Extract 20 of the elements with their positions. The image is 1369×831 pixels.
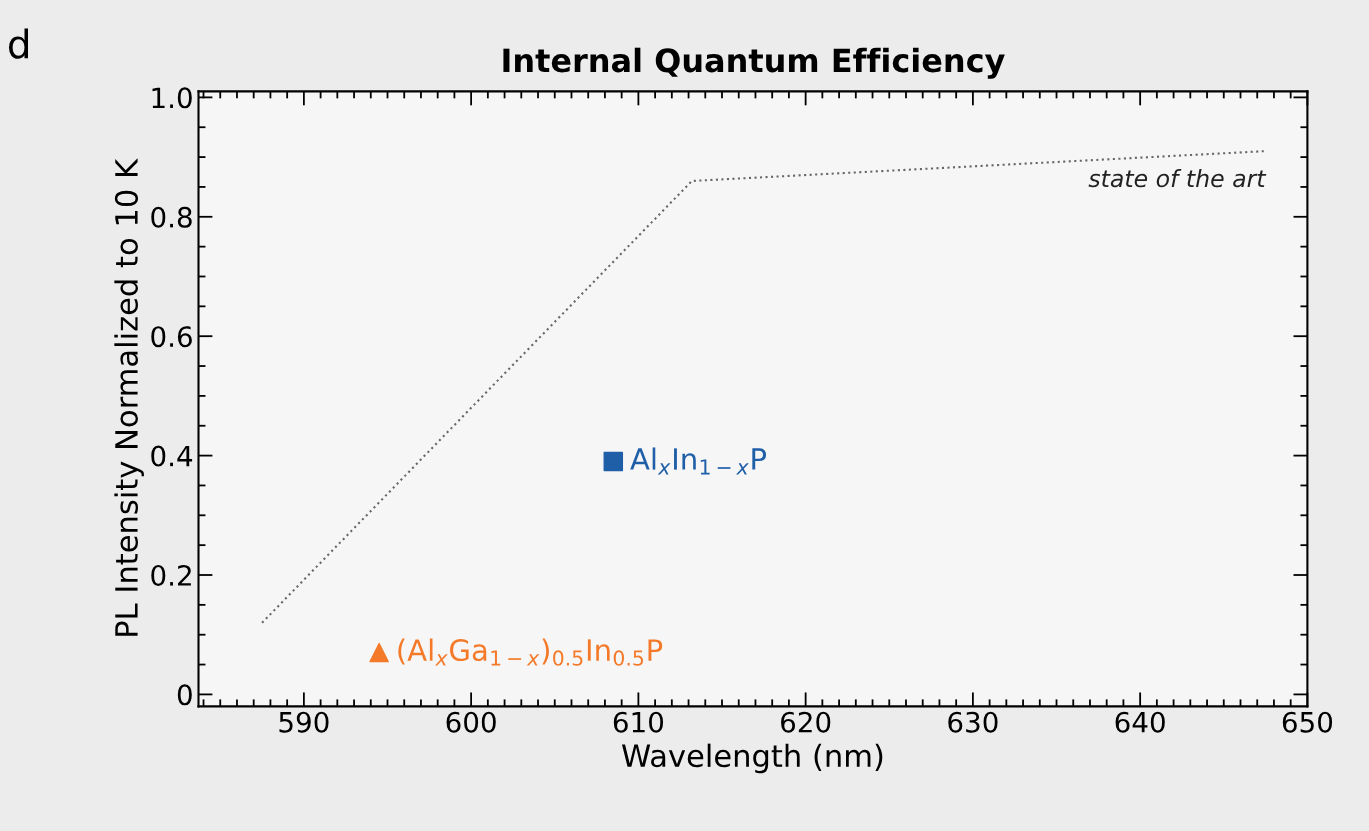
x-tick-label: 620: [781, 711, 831, 733]
x-tick-label: 590: [279, 711, 329, 733]
x-axis-title: Wavelength (nm): [621, 743, 883, 774]
x-tick-label: 650: [1282, 711, 1333, 733]
y-tick-label: 0.8: [151, 206, 192, 228]
x-tick-label: 630: [948, 711, 998, 733]
y-tick-label: 0.2: [151, 564, 191, 586]
y-tick-label: 0.4: [151, 445, 193, 467]
y-tick-label: 0.6: [151, 326, 192, 348]
x-tick-label: 600: [446, 711, 496, 733]
series-label: Al$_{x}$In$_{1−x}$P: [630, 447, 767, 475]
x-tick-label: 610: [613, 711, 664, 733]
chart-title: Internal Quantum Efficiency: [503, 47, 1005, 79]
y-tick-label: 1.0: [152, 87, 192, 109]
text: (Al$_{x}$Ga$_{1−x}$)$_{0.5}$In$_{0.5}$P: [398, 638, 663, 666]
y-axis-title: PL Intensity Normalized to 10 K: [114, 158, 144, 636]
text: d: [8, 28, 28, 59]
x-tick-label: 640: [1115, 711, 1165, 733]
series-label: state of the art: [1088, 169, 1267, 188]
y-tick-label: 0: [177, 684, 192, 706]
